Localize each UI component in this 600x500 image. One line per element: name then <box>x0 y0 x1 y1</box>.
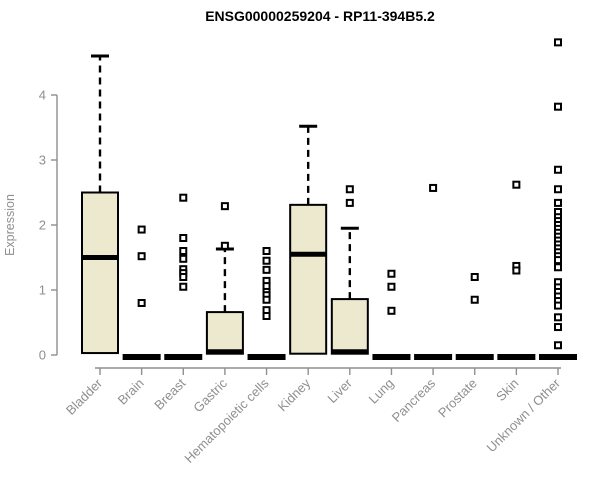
outlier-point-unknown-other <box>553 323 562 332</box>
outlier-point-breast <box>179 234 188 242</box>
outlier-point-unknown-other <box>553 38 562 47</box>
flat-box-unknown-other <box>538 354 577 360</box>
outlier-point-hematopoietic-cells <box>262 295 271 304</box>
outlier-point-lung <box>387 282 396 291</box>
x-tick-label-kidney: Kidney <box>275 375 314 414</box>
outlier-point-gastric <box>220 241 229 250</box>
outlier-point-prostate <box>470 295 479 304</box>
y-tick-label: 2 <box>39 218 46 233</box>
x-tick-label-gastric: Gastric <box>190 375 230 415</box>
outlier-point-hematopoietic-cells <box>262 265 271 274</box>
box-bladder <box>81 191 119 355</box>
outlier-point-hematopoietic-cells <box>262 312 271 320</box>
outlier-point-unknown-other <box>553 102 562 111</box>
box-liver <box>330 298 369 355</box>
outlier-point-hematopoietic-cells <box>262 247 271 255</box>
outlier-point-hematopoietic-cells <box>262 256 271 265</box>
x-tick-label-brain: Brain <box>115 376 147 408</box>
x-tick-label-unknown-other: Unknown / Other <box>484 375 564 455</box>
outlier-point-unknown-other <box>553 165 562 174</box>
flat-box-pancreas <box>414 354 453 360</box>
outlier-point-lung <box>387 269 396 278</box>
outlier-point-unknown-other <box>553 341 562 350</box>
outlier-point-breast <box>179 193 188 202</box>
outlier-point-pancreas <box>429 183 438 192</box>
y-tick-label: 0 <box>39 348 46 363</box>
outlier-point-unknown-other <box>553 256 562 265</box>
box-gastric <box>205 311 244 355</box>
x-tick-label-prostate: Prostate <box>435 376 480 421</box>
box-kidney <box>289 203 328 355</box>
outlier-point-breast <box>179 247 188 255</box>
outlier-point-unknown-other <box>553 313 562 322</box>
outlier-point-unknown-other <box>553 263 562 272</box>
x-tick-label-breast: Breast <box>151 375 188 412</box>
outlier-point-breast <box>179 282 188 291</box>
y-tick-label: 1 <box>39 283 46 298</box>
outlier-point-unknown-other <box>553 185 562 194</box>
outlier-point-liver <box>345 185 354 194</box>
chart-title: ENSG00000259204 - RP11-394B5.2 <box>205 8 435 24</box>
outlier-point-brain <box>137 225 146 234</box>
outlier-point-prostate <box>470 273 479 281</box>
outlier-point-skin <box>512 266 521 275</box>
outlier-point-lung <box>387 306 396 315</box>
x-tick-label-skin: Skin <box>493 376 521 404</box>
outlier-point-breast <box>179 273 188 281</box>
x-tick-label-bladder: Bladder <box>63 375 106 418</box>
outlier-point-breast <box>179 254 188 263</box>
outlier-point-gastric <box>220 202 229 211</box>
flat-box-brain <box>122 354 161 360</box>
y-axis-label: Expression <box>3 194 17 256</box>
outlier-point-unknown-other <box>553 301 562 310</box>
x-tick-label-pancreas: Pancreas <box>389 375 439 425</box>
flat-box-breast <box>164 354 203 360</box>
y-tick-label: 3 <box>39 153 46 168</box>
flat-box-prostate <box>455 354 494 360</box>
x-tick-label-liver: Liver <box>324 375 355 406</box>
flat-box-lung <box>372 354 411 360</box>
outlier-point-skin <box>512 180 521 189</box>
outlier-point-brain <box>137 299 146 307</box>
flat-box-skin <box>497 354 536 360</box>
flat-box-hematopoietic-cells <box>247 354 286 360</box>
outlier-point-brain <box>137 252 146 261</box>
x-tick-label-lung: Lung <box>366 376 397 407</box>
outlier-point-unknown-other <box>553 198 562 207</box>
y-tick-label: 4 <box>39 88 46 103</box>
outlier-point-liver <box>345 198 354 207</box>
